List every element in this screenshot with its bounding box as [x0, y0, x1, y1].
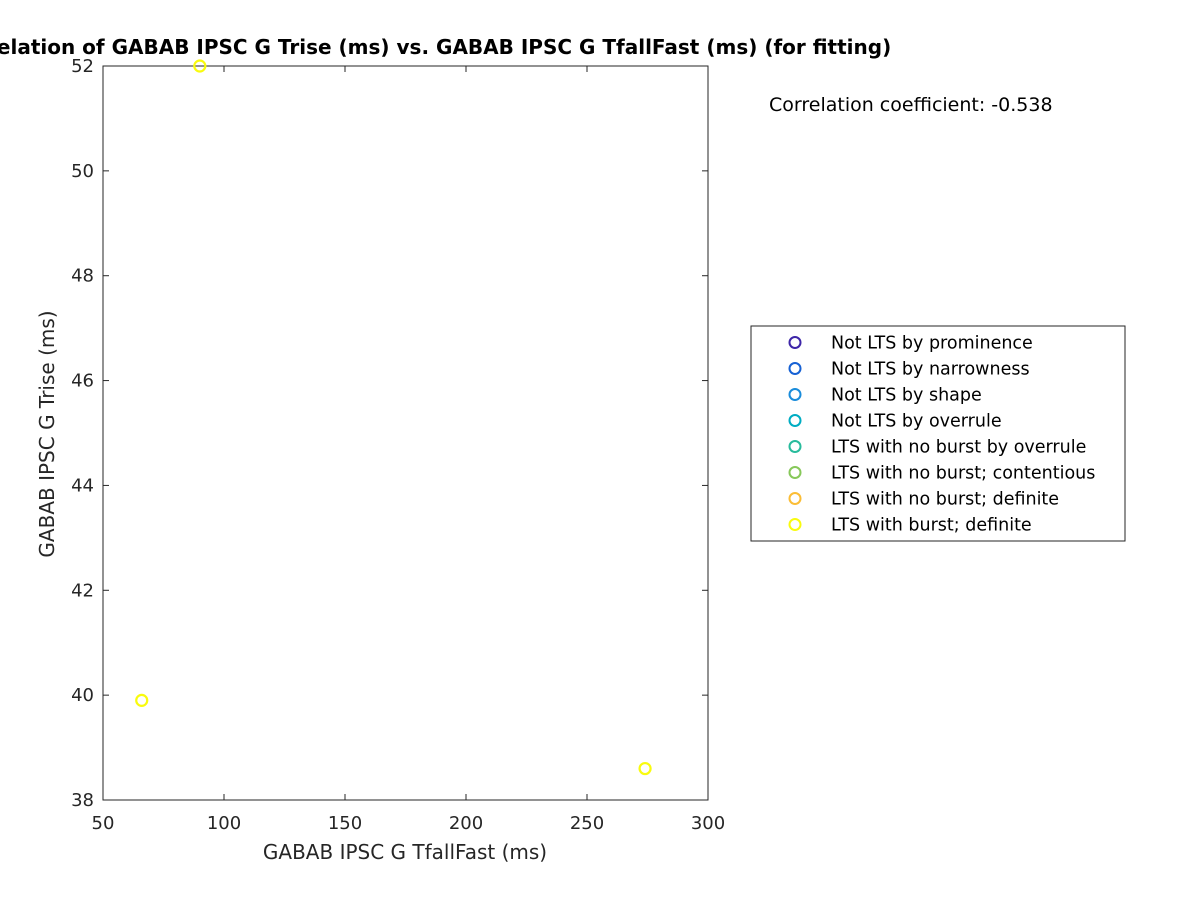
legend-marker: [788, 362, 802, 375]
y-tick-label: 40: [71, 685, 94, 706]
legend-entry-label: LTS with no burst; contentious: [831, 464, 1095, 484]
data-points: [135, 59, 652, 776]
data-point: [135, 693, 149, 707]
x-axis-label: GABAB IPSC G TfallFast (ms): [263, 840, 547, 864]
y-tick-label: 48: [71, 266, 94, 287]
x-tick-label: 250: [570, 813, 604, 834]
legend-entry-label: LTS with burst; definite: [831, 516, 1032, 536]
x-tick-label: 100: [207, 813, 241, 834]
chart-title: Correlation of GABAB IPSC G Trise (ms) v…: [0, 35, 891, 59]
y-axis-label: GABAB IPSC G Trise (ms): [35, 310, 59, 557]
legend-marker: [788, 518, 802, 531]
y-tick-label: 38: [71, 790, 94, 811]
legend-marker: [788, 492, 802, 505]
plot-area: [102, 65, 709, 801]
y-tick-label: 46: [71, 371, 94, 392]
x-tick-label: 50: [92, 813, 115, 834]
legend-entry-label: Not LTS by prominence: [831, 334, 1033, 354]
legend-entry-label: LTS with no burst by overrule: [831, 438, 1086, 458]
correlation-annotation: Correlation coefficient: -0.538: [769, 94, 1053, 116]
y-tick-label: 50: [71, 161, 94, 182]
legend-marker: [788, 440, 802, 453]
legend-marker: [788, 414, 802, 427]
legend-marker: [788, 388, 802, 401]
x-tick-label: 300: [691, 813, 725, 834]
legend-entry-label: Not LTS by shape: [831, 386, 982, 406]
x-tick-label: 150: [328, 813, 362, 834]
data-point: [638, 761, 652, 776]
y-tick-label: 52: [71, 56, 94, 77]
legend: Not LTS by prominence Not LTS by narrowne…: [750, 325, 1126, 542]
legend-box: [750, 325, 1126, 542]
y-tick-label: 42: [71, 580, 94, 601]
legend-entry-label: LTS with no burst; definite: [831, 490, 1059, 510]
data-point: [193, 59, 207, 73]
x-axis-ticks: 50 100 150 200 250 300: [92, 66, 725, 834]
legend-entry-label: Not LTS by overrule: [831, 412, 1002, 432]
legend-marker: [788, 466, 802, 479]
x-tick-label: 200: [449, 813, 483, 834]
y-axis-ticks: 38 40 42 44 46 48 50 52: [71, 56, 708, 811]
legend-marker: [788, 336, 802, 349]
legend-entry-label: Not LTS by narrowness: [831, 360, 1030, 380]
y-tick-label: 44: [71, 475, 94, 496]
